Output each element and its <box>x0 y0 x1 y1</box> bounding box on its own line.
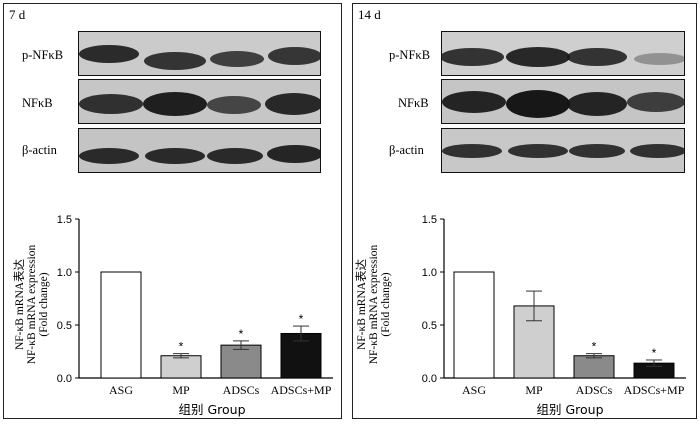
significance-mark: * <box>239 327 244 341</box>
bar <box>573 355 615 379</box>
day-label: 14 d <box>358 7 381 22</box>
chart-svg-14d: 0.0 0.5 1.0 1.5 ASG MP * ADSCs * ADSCs+MP 组别 Group… <box>354 214 686 417</box>
bar <box>453 271 495 379</box>
x-axis-label: 组别 Group <box>536 402 603 417</box>
blot-image-p-nfkb <box>441 31 685 76</box>
y-tick-label: 0.0 <box>422 373 437 385</box>
significance-mark: * <box>652 346 657 360</box>
x-tick-label: ASG <box>462 383 486 397</box>
y-axis-label: NF-κB mRNA表达 <box>354 258 368 350</box>
blot-image-nfkb <box>78 79 321 124</box>
blot-image-beta-actin <box>441 128 685 173</box>
y-tick-label: 0.5 <box>422 320 437 332</box>
x-tick-label: ADSCs+MP <box>271 383 332 397</box>
y-tick-label: 1.5 <box>57 214 72 226</box>
chart-svg-7d: 0.0 0.5 1.0 1.5 ASG * MP * ADSCs * ADSCs+MP 组别 Grou… <box>12 214 333 417</box>
panel-7d: 7 d p-NFκB NFκB β-actin 0.0 0.5 1 <box>3 3 342 419</box>
x-tick-label: ADSCs <box>223 383 260 397</box>
x-tick-label: MP <box>525 383 543 397</box>
y-axis-label: (Fold change) <box>380 272 392 336</box>
blot-label-beta-actin: β-actin <box>389 143 424 157</box>
y-axis-label: (Fold change) <box>38 272 50 336</box>
y-tick-label: 0.0 <box>57 373 72 385</box>
blot-label-nfkb: NFκB <box>398 96 429 110</box>
panel-14d: 14 d p-NFκB NFκB β-actin 0.0 0.5 <box>352 3 697 419</box>
bar-chart-14d: 0.0 0.5 1.0 1.5 ASG MP * ADSCs * ADSCs+MP 组别 Group… <box>353 194 698 420</box>
significance-mark: * <box>179 340 184 354</box>
significance-mark: * <box>299 312 304 326</box>
y-tick-label: 1.0 <box>57 267 72 279</box>
blot-image-nfkb <box>441 79 685 124</box>
x-axis-label: 组别 Group <box>178 402 245 417</box>
y-tick-label: 0.5 <box>57 320 72 332</box>
blot-label-beta-actin: β-actin <box>22 143 57 157</box>
bar <box>220 344 262 379</box>
x-tick-label: ADSCs <box>576 383 613 397</box>
day-label: 7 d <box>9 7 26 22</box>
x-tick-label: ADSCs+MP <box>624 383 685 397</box>
y-tick-label: 1.5 <box>422 214 437 226</box>
significance-mark: * <box>592 340 597 354</box>
bar <box>160 355 202 379</box>
y-axis-label: NF-κB mRNA expression <box>26 244 38 364</box>
blot-image-beta-actin <box>78 128 321 173</box>
bar <box>100 271 142 379</box>
blot-image-p-nfkb <box>78 31 321 76</box>
x-tick-label: ASG <box>109 383 133 397</box>
blot-label-p-nfkb: p-NFκB <box>22 48 64 62</box>
y-axis-label: NF-κB mRNA expression <box>368 244 380 364</box>
blot-label-p-nfkb: p-NFκB <box>389 48 431 62</box>
x-tick-label: MP <box>172 383 190 397</box>
blot-label-nfkb: NFκB <box>22 96 53 110</box>
bar-chart-7d: 0.0 0.5 1.0 1.5 ASG * MP * ADSCs * ADSCs+MP 组别 Grou… <box>4 194 343 420</box>
y-tick-label: 1.0 <box>422 267 437 279</box>
y-axis-label: NF-κB mRNA表达 <box>12 258 26 350</box>
